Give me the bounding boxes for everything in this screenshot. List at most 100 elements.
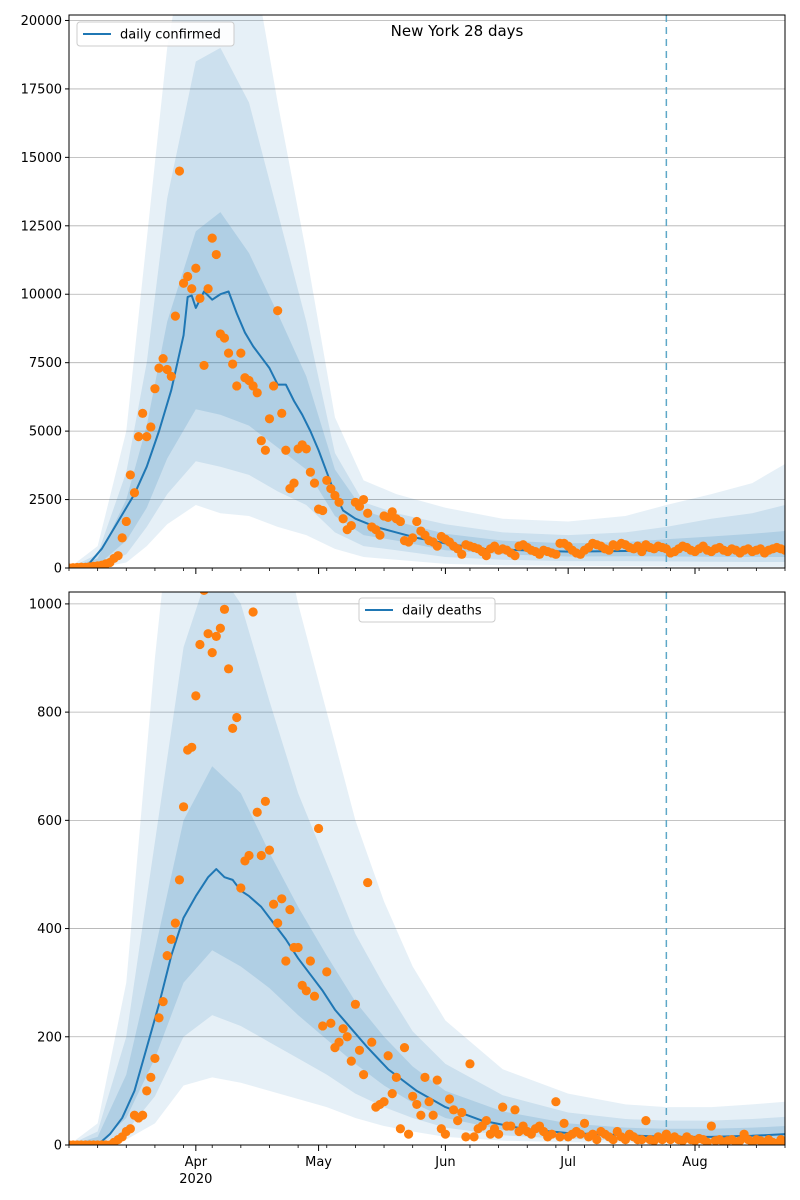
y-tick-label: 800: [37, 706, 62, 721]
observed-point: [363, 508, 373, 518]
observed-point: [461, 1132, 471, 1142]
observed-point: [125, 470, 135, 480]
observed-point: [322, 967, 332, 977]
legend-box: [76, 21, 235, 47]
observed-point: [338, 514, 348, 524]
observed-point: [191, 263, 201, 273]
observed-point: [248, 607, 258, 617]
observed-point: [408, 533, 418, 543]
observed-point: [232, 712, 242, 723]
x-tick-label: May: [305, 1155, 332, 1170]
observed-point: [379, 1097, 389, 1107]
uncertainty-band-outer: [69, 15, 785, 568]
observed-point: [432, 541, 442, 551]
observed-point: [187, 742, 197, 752]
observed-point: [199, 360, 209, 371]
observed-point: [346, 520, 356, 531]
observed-point: [358, 494, 369, 505]
x-tick-sublabel: 2020: [179, 1172, 212, 1187]
observed-point: [203, 284, 213, 294]
x-tick-label: Jul: [559, 1155, 576, 1170]
observed-point: [641, 1116, 651, 1126]
observed-point: [453, 1116, 463, 1126]
observed-point: [183, 271, 193, 282]
observed-point: [334, 1037, 344, 1047]
observed-point: [354, 501, 365, 512]
observed-point: [412, 1099, 422, 1110]
y-tick-label: 600: [37, 814, 62, 829]
observed-point: [338, 1024, 348, 1034]
observed-point: [637, 546, 647, 557]
observed-point: [203, 629, 213, 639]
observed-point: [211, 631, 221, 641]
y-tick-label: 0: [54, 562, 62, 577]
legend: daily deaths: [358, 597, 496, 623]
observed-point: [117, 533, 127, 543]
observed-point: [420, 1072, 430, 1082]
observed-point: [211, 249, 221, 260]
observed-point: [780, 1137, 785, 1145]
observed-point: [256, 436, 266, 446]
observed-point: [301, 986, 311, 996]
observed-point: [162, 364, 172, 375]
observed-point: [416, 1110, 426, 1120]
observed-point: [309, 991, 320, 1001]
observed-point: [309, 478, 320, 488]
observed-point: [334, 497, 344, 507]
observed-point: [191, 691, 201, 701]
observed-point: [608, 1134, 618, 1145]
observed-point: [551, 1097, 561, 1107]
y-tick-label: 400: [37, 922, 62, 937]
observed-point: [559, 1118, 569, 1128]
observed-point: [158, 997, 168, 1007]
legend: daily confirmed: [76, 21, 235, 47]
observed-point: [129, 488, 140, 498]
observed-point: [273, 918, 283, 928]
observed-point: [178, 278, 189, 288]
observed-point: [408, 1091, 418, 1101]
uncertainty-band-inner: [69, 212, 785, 568]
observed-point: [150, 384, 160, 394]
observed-point: [322, 475, 332, 485]
axes-frame: [68, 591, 786, 1146]
observed-point: [289, 478, 299, 488]
observed-point: [154, 1013, 164, 1023]
observed-point: [342, 1032, 352, 1042]
observed-point: [162, 951, 172, 961]
observed-point: [236, 883, 246, 893]
observed-point: [432, 1075, 442, 1085]
observed-point: [264, 414, 275, 424]
observed-point: [138, 1110, 148, 1120]
uncertainty-band-mid: [69, 592, 785, 1145]
x-tick-label: Apr: [185, 1155, 208, 1170]
observed-point: [113, 551, 123, 561]
observed-point: [199, 592, 209, 595]
observed-point: [223, 664, 234, 674]
observed-point: [363, 877, 373, 888]
y-tick-label: 20000: [21, 14, 62, 29]
observed-point: [444, 1094, 455, 1104]
observed-point: [195, 639, 205, 650]
y-tick-label: 15000: [21, 151, 62, 166]
observed-point: [264, 845, 275, 855]
observed-point: [592, 1134, 602, 1145]
observed-point: [506, 1121, 516, 1131]
observed-point: [223, 348, 234, 358]
observed-point: [702, 1137, 712, 1145]
observed-point: [498, 1102, 508, 1112]
observed-point: [350, 999, 360, 1009]
observed-point: [252, 388, 262, 398]
observed-point: [457, 1107, 467, 1118]
observed-point: [440, 1129, 451, 1139]
observed-point: [395, 516, 406, 527]
observed-point: [277, 408, 287, 418]
observed-point: [395, 1124, 406, 1134]
observed-point: [256, 850, 266, 861]
subplot-1: 0 2500 5000 7500 10000 12500 15000 17500 20000 Ne…: [21, 14, 786, 577]
observed-point: [494, 1129, 504, 1139]
observed-point: [260, 445, 270, 455]
observed-point: [412, 516, 422, 527]
plot-area: [69, 15, 785, 568]
observed-point: [154, 363, 164, 373]
observed-point: [281, 956, 291, 966]
